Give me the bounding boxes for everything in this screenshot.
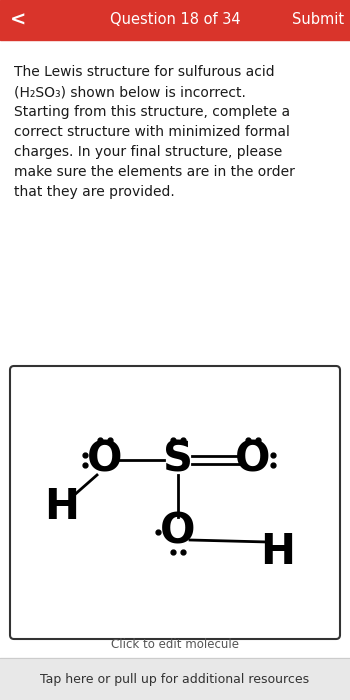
- Bar: [0, 0, 350, 40]
- Text: charges. In your final structure, please: charges. In your final structure, please: [14, 145, 282, 159]
- Text: S: S: [163, 439, 193, 481]
- Text: The Lewis structure for sulfurous acid: The Lewis structure for sulfurous acid: [14, 65, 275, 79]
- Bar: [0, 658, 350, 700]
- Text: correct structure with minimized formal: correct structure with minimized formal: [14, 125, 290, 139]
- Text: make sure the elements are in the order: make sure the elements are in the order: [14, 165, 295, 179]
- Text: H: H: [44, 486, 79, 528]
- Text: O: O: [87, 439, 123, 481]
- Text: Question 18 of 34: Question 18 of 34: [110, 13, 240, 27]
- Text: that they are provided.: that they are provided.: [14, 185, 175, 199]
- Text: H: H: [260, 531, 295, 573]
- Text: O: O: [235, 439, 271, 481]
- Text: <: <: [10, 10, 26, 29]
- Text: O: O: [160, 511, 196, 553]
- Text: Click to edit molecule: Click to edit molecule: [111, 638, 239, 650]
- FancyBboxPatch shape: [10, 366, 340, 639]
- Text: Submit: Submit: [292, 13, 344, 27]
- Text: (H₂SO₃) shown below is incorrect.: (H₂SO₃) shown below is incorrect.: [14, 85, 246, 99]
- Text: Starting from this structure, complete a: Starting from this structure, complete a: [14, 105, 290, 119]
- Text: Tap here or pull up for additional resources: Tap here or pull up for additional resou…: [41, 673, 309, 685]
